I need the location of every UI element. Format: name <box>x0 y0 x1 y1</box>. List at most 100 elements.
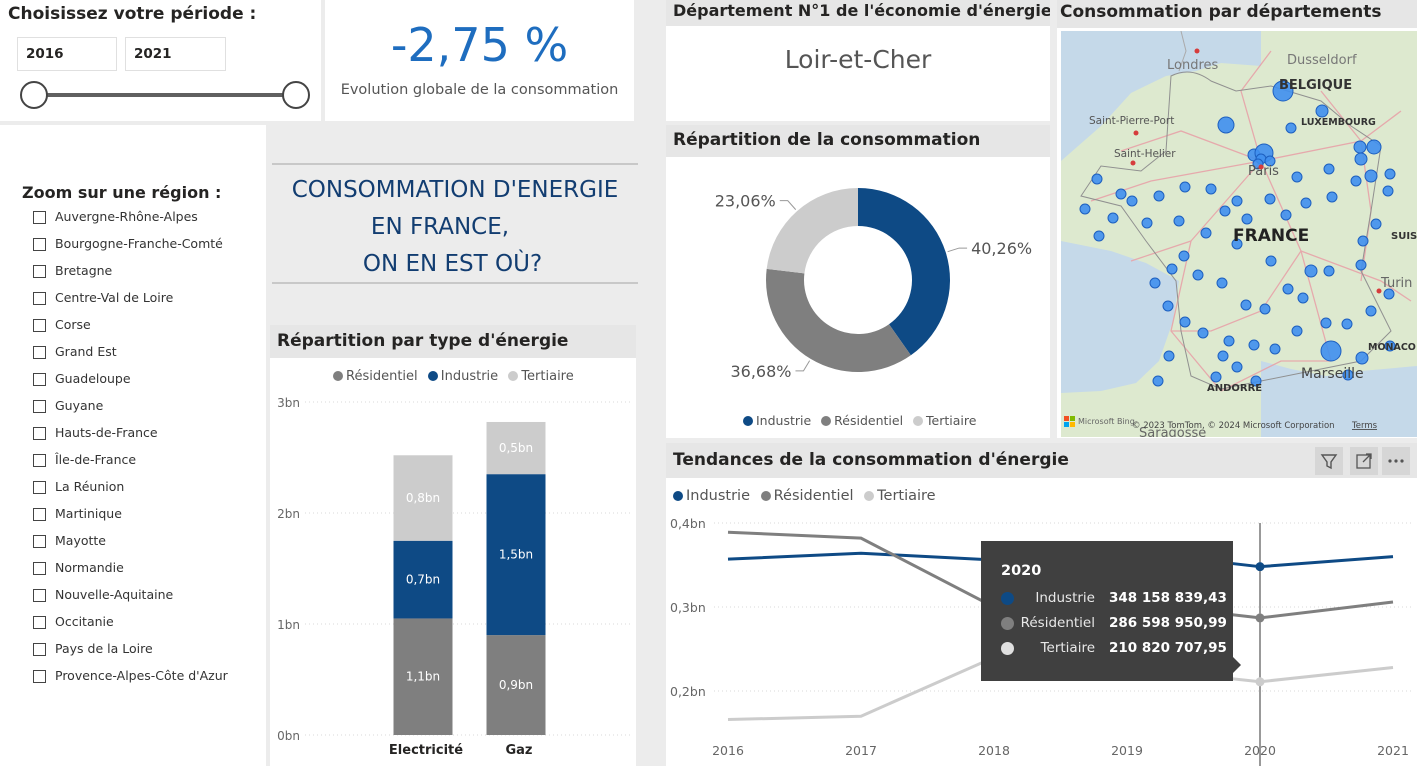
department-bubble[interactable] <box>1323 163 1335 175</box>
department-bubble[interactable] <box>1259 303 1271 315</box>
legend-item-residentiel[interactable]: Résidentiel <box>760 488 854 504</box>
region-checkbox[interactable] <box>33 589 46 602</box>
legend-item-industrie[interactable]: Industrie <box>673 488 750 504</box>
region-checkbox[interactable] <box>33 400 46 413</box>
legend-item-residentiel[interactable]: Résidentiel <box>333 369 418 384</box>
donut-slice[interactable] <box>766 268 911 372</box>
region-checkbox[interactable] <box>33 670 46 683</box>
department-bubble[interactable] <box>1355 351 1369 365</box>
department-bubble[interactable] <box>1291 325 1303 337</box>
department-bubble[interactable] <box>1282 283 1294 295</box>
region-checkbox[interactable] <box>33 616 46 629</box>
line-chart[interactable]: 0,2bn 0,3bn 0,4bn 2016 2017 2018 2019 2020 2021 <box>666 443 1417 766</box>
department-bubble[interactable] <box>1162 300 1174 312</box>
department-bubble[interactable] <box>1163 350 1175 362</box>
department-bubble[interactable] <box>1192 269 1204 281</box>
department-bubble[interactable] <box>1149 277 1161 289</box>
map-terms-link[interactable]: Terms <box>1351 421 1378 431</box>
department-bubble[interactable] <box>1141 217 1153 229</box>
region-checkbox[interactable] <box>33 481 46 494</box>
bar-segment[interactable] <box>486 474 546 636</box>
region-checkbox[interactable] <box>33 265 46 278</box>
department-bubble[interactable] <box>1370 218 1382 230</box>
filter-icon[interactable] <box>1315 447 1343 475</box>
department-bubble[interactable] <box>1320 340 1342 362</box>
department-bubble[interactable] <box>1354 152 1368 166</box>
period-slider-track[interactable] <box>33 93 296 97</box>
department-bubble[interactable] <box>1364 169 1378 183</box>
bar-segment[interactable] <box>486 421 546 475</box>
region-checkbox[interactable] <box>33 427 46 440</box>
donut-chart[interactable]: 40,26% 36,68% 23,06% <box>666 125 1050 438</box>
bar-segment[interactable] <box>393 540 453 619</box>
legend-item-industrie[interactable]: Industrie <box>743 413 811 428</box>
legend-item-tertiaire[interactable]: Tertiaire <box>913 413 976 428</box>
department-bubble[interactable] <box>1357 235 1369 247</box>
department-bubble[interactable] <box>1384 340 1396 352</box>
department-bubble[interactable] <box>1219 205 1231 217</box>
department-bubble[interactable] <box>1384 168 1396 180</box>
department-bubble[interactable] <box>1217 116 1235 134</box>
period-start-input[interactable]: 2016 <box>17 37 117 71</box>
department-bubble[interactable] <box>1231 361 1243 373</box>
department-bubble[interactable] <box>1166 263 1178 275</box>
department-bubble[interactable] <box>1205 183 1217 195</box>
department-bubble[interactable] <box>1093 230 1105 242</box>
region-checkbox[interactable] <box>33 508 46 521</box>
department-bubble[interactable] <box>1285 122 1297 134</box>
department-bubble[interactable] <box>1231 195 1243 207</box>
region-checkbox[interactable] <box>33 562 46 575</box>
department-bubble[interactable] <box>1210 371 1222 383</box>
region-checkbox[interactable] <box>33 535 46 548</box>
department-map[interactable]: Londres Dusseldorf BELGIQUE Saint-Pierre… <box>1061 31 1417 437</box>
focus-mode-icon[interactable] <box>1350 447 1378 475</box>
region-checkbox[interactable] <box>33 211 46 224</box>
department-bubble[interactable] <box>1231 238 1243 250</box>
department-bubble[interactable] <box>1091 173 1103 185</box>
region-checkbox[interactable] <box>33 238 46 251</box>
department-bubble[interactable] <box>1079 203 1091 215</box>
department-bubble[interactable] <box>1382 185 1394 197</box>
department-bubble[interactable] <box>1126 195 1138 207</box>
department-bubble[interactable] <box>1240 299 1252 311</box>
department-bubble[interactable] <box>1217 350 1229 362</box>
region-checkbox[interactable] <box>33 454 46 467</box>
bar-segment[interactable] <box>486 635 546 735</box>
department-bubble[interactable] <box>1355 259 1367 271</box>
donut-slice[interactable] <box>766 188 858 274</box>
legend-item-tertiaire[interactable]: Tertiaire <box>508 369 574 384</box>
department-bubble[interactable] <box>1250 375 1262 387</box>
department-bubble[interactable] <box>1179 181 1191 193</box>
department-bubble[interactable] <box>1197 327 1209 339</box>
department-bubble[interactable] <box>1223 335 1235 347</box>
region-checkbox[interactable] <box>33 292 46 305</box>
department-bubble[interactable] <box>1264 193 1276 205</box>
region-checkbox[interactable] <box>33 643 46 656</box>
department-bubble[interactable] <box>1326 191 1338 203</box>
donut-slice[interactable] <box>858 188 950 356</box>
department-bubble[interactable] <box>1341 318 1353 330</box>
department-bubble[interactable] <box>1365 305 1377 317</box>
department-bubble[interactable] <box>1178 250 1190 262</box>
bar-segment[interactable] <box>393 618 453 735</box>
department-bubble[interactable] <box>1248 339 1260 351</box>
department-bubble[interactable] <box>1200 227 1212 239</box>
department-bubble[interactable] <box>1107 212 1119 224</box>
department-bubble[interactable] <box>1291 171 1303 183</box>
department-bubble[interactable] <box>1342 369 1354 381</box>
department-bubble[interactable] <box>1115 188 1127 200</box>
legend-item-residentiel[interactable]: Résidentiel <box>821 413 903 428</box>
department-bubble[interactable] <box>1366 139 1382 155</box>
department-bubble[interactable] <box>1280 209 1292 221</box>
department-bubble[interactable] <box>1350 175 1362 187</box>
department-bubble[interactable] <box>1320 317 1332 329</box>
stacked-bar-chart[interactable]: 0bn 1bn 2bn 3bn 1,1bn 0,7bn 0,8bn Electricité 0,… <box>270 325 636 766</box>
period-end-input[interactable]: 2021 <box>125 37 226 71</box>
department-bubble[interactable] <box>1265 255 1277 267</box>
period-slider-start-handle[interactable] <box>20 81 48 109</box>
department-bubble[interactable] <box>1216 277 1228 289</box>
department-bubble[interactable] <box>1315 104 1329 118</box>
more-options-icon[interactable] <box>1382 447 1410 475</box>
department-bubble[interactable] <box>1269 343 1281 355</box>
department-bubble[interactable] <box>1153 190 1165 202</box>
